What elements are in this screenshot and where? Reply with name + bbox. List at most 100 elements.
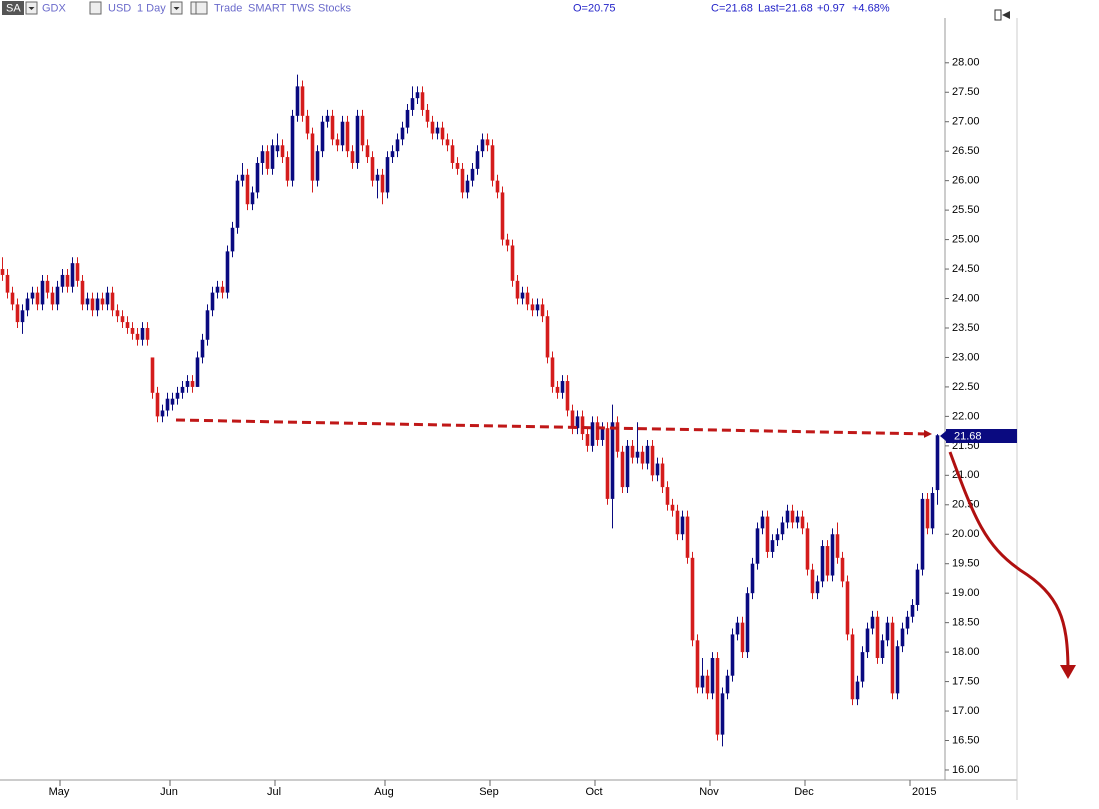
y-tick-label: 27.50 [952, 86, 980, 98]
x-tick-label: May [49, 786, 70, 798]
candle-body [215, 286, 220, 293]
y-tick-label: 18.50 [952, 617, 980, 629]
y-tick-label: 23.50 [952, 322, 980, 334]
candle-body [5, 274, 10, 293]
candle-body [275, 145, 280, 152]
candle-body [70, 263, 75, 287]
y-tick-label: 17.50 [952, 675, 980, 687]
candle-body [930, 492, 935, 529]
candle-body [690, 557, 695, 641]
candle-body [135, 333, 140, 340]
candle-body [470, 168, 475, 181]
candle-body [60, 274, 65, 287]
period: 1 Day [137, 2, 166, 14]
x-tick-label: Jun [160, 786, 178, 798]
candle-body [300, 86, 305, 116]
candle-body [410, 98, 415, 110]
candle-body [680, 516, 685, 535]
menu-icon[interactable] [994, 9, 1002, 21]
candle-body [700, 675, 705, 688]
candle-body [885, 622, 890, 641]
x-tick-label: Oct [585, 786, 602, 798]
candle-body [905, 616, 910, 629]
candle-body [935, 435, 940, 491]
x-tick-label: 2015 [912, 786, 936, 798]
candle-body [490, 145, 495, 181]
candle-body [785, 510, 790, 523]
x-tick-label: Dec [794, 786, 814, 798]
candle-body [515, 280, 520, 299]
candle-body [450, 145, 455, 163]
candle-body [395, 139, 400, 152]
candle-body [130, 327, 135, 334]
candle-body [850, 634, 855, 700]
close-price: C=21.68 [711, 2, 753, 14]
candle-body [565, 381, 570, 411]
y-tick-label: 25.00 [952, 233, 980, 245]
price-label: 21.68 [954, 430, 982, 442]
candle-body [520, 292, 525, 299]
candle-body [115, 310, 120, 317]
y-tick-label: 17.00 [952, 705, 980, 717]
dropdown-icon [173, 7, 180, 10]
candle-body [430, 121, 435, 134]
candle-body [665, 487, 670, 505]
candle-body [120, 316, 125, 323]
symbol: SA [6, 2, 21, 14]
candle-body [500, 192, 505, 240]
candle-body [825, 546, 830, 576]
candle-body [875, 616, 880, 659]
candle-body [405, 109, 410, 128]
candle-body [810, 569, 815, 594]
header-item: TWS [290, 2, 314, 14]
candle-body [820, 546, 825, 582]
candle-body [285, 157, 290, 181]
header-item: Trade [214, 2, 242, 14]
candle-body [900, 628, 905, 647]
dropdown[interactable] [195, 1, 208, 15]
candle-body [595, 422, 600, 440]
candle-body [575, 416, 580, 429]
candle-body [55, 286, 60, 305]
candle-body [610, 422, 615, 499]
candle-body [800, 516, 805, 529]
candle-body [370, 157, 375, 181]
candle-body [435, 127, 440, 134]
candle-body [560, 381, 565, 393]
y-tick-label: 24.50 [952, 263, 980, 275]
candle-body [455, 162, 460, 169]
x-tick-label: Sep [479, 786, 499, 798]
button[interactable] [89, 1, 102, 15]
plot-area: 16.00 16.50 17.00 17.50 18.00 18.50 19.00 19.50… [0, 57, 980, 798]
candle-body [755, 528, 760, 564]
candle-body [765, 516, 770, 552]
y-tick-label: 22.00 [952, 410, 980, 422]
price-box [946, 429, 1017, 443]
candle-body [40, 280, 45, 305]
y-tick-label: 23.00 [952, 351, 980, 363]
header-item: SMART [248, 2, 287, 14]
candle-body [145, 327, 150, 340]
candle-body [95, 298, 100, 311]
candle-body [415, 92, 420, 99]
candle-body [695, 640, 700, 688]
x-tick-label: Nov [699, 786, 719, 798]
y-tick-label: 25.50 [952, 204, 980, 216]
candle-body [380, 174, 385, 193]
candle-body [550, 357, 555, 387]
x-tick-label: Jul [267, 786, 281, 798]
candle-body [880, 640, 885, 659]
candle-body [580, 416, 585, 435]
x-tick-label: Aug [374, 786, 394, 798]
candle-body [325, 115, 330, 122]
candle-body [255, 162, 260, 193]
candle-body [855, 681, 860, 700]
candle-body [745, 593, 750, 653]
candle-body [710, 658, 715, 694]
currency: USD [108, 2, 131, 14]
candle-body [750, 563, 755, 594]
symbol-box[interactable] [2, 1, 24, 15]
candle-body [660, 463, 665, 488]
candle-body [605, 428, 610, 499]
